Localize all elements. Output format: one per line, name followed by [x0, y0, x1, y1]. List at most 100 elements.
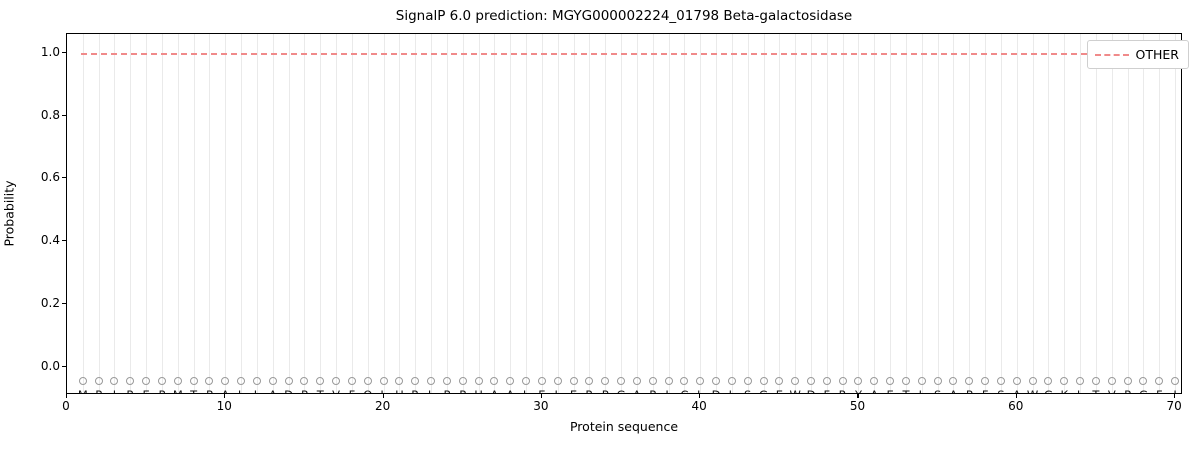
gridline [858, 34, 860, 393]
residue-letter: L [376, 388, 392, 393]
y-tick-label: 0.2 [40, 295, 60, 310]
residue-marker [854, 376, 863, 385]
x-tick [540, 394, 542, 398]
residue-marker [648, 376, 657, 385]
gridline [826, 34, 828, 393]
residue-marker [901, 376, 910, 385]
other-probability-line [81, 52, 1167, 55]
x-tick-label: 20 [374, 399, 391, 413]
residue-letter: D [803, 388, 819, 393]
residue-letter: S [993, 388, 1009, 393]
residue-marker [458, 376, 467, 385]
residue-marker [664, 376, 673, 385]
residue-marker [1028, 376, 1037, 385]
gridline [462, 34, 464, 393]
x-tick-label: 40 [691, 399, 707, 413]
gridline [1159, 34, 1161, 393]
gridline [1111, 34, 1113, 393]
residue-letter: L [661, 388, 677, 393]
residue-marker [553, 376, 562, 385]
gridline [526, 34, 528, 393]
residue-letter: A [217, 388, 233, 393]
residue-marker [712, 376, 721, 385]
residue-letter: T [898, 388, 914, 393]
residue-letter: L [550, 388, 566, 393]
residue-letter: Q [360, 388, 376, 393]
residue-marker [442, 376, 451, 385]
x-tick [857, 394, 859, 398]
gridline [811, 34, 812, 393]
gridline [1000, 34, 1002, 393]
residue-letter: L [233, 388, 249, 393]
gridline [241, 34, 243, 393]
residue-letter: G [756, 388, 772, 393]
legend[interactable]: OTHER [1086, 40, 1189, 69]
residue-letter: A [945, 388, 961, 393]
residue-marker [680, 376, 689, 385]
y-tick [62, 302, 66, 305]
residue-letter: G [1040, 388, 1056, 393]
x-tick [1174, 394, 1176, 398]
x-tick [224, 394, 226, 398]
residue-marker [522, 376, 531, 385]
residue-marker [870, 376, 879, 385]
residue-marker [126, 376, 135, 385]
residue-marker [300, 376, 309, 385]
gridline [1064, 34, 1066, 393]
residue-marker [427, 376, 436, 385]
residue-letter: E [566, 388, 582, 393]
residue-marker [157, 376, 166, 385]
residue-marker [490, 376, 499, 385]
residue-marker [189, 376, 198, 385]
gridline [589, 34, 591, 393]
residue-marker [965, 376, 974, 385]
residue-marker [775, 376, 784, 385]
residue-letter: T [312, 388, 328, 393]
gridline [541, 34, 543, 393]
residue-marker [78, 376, 87, 385]
gridline [478, 34, 480, 393]
residue-letter: A [629, 388, 645, 393]
residue-marker [1155, 376, 1164, 385]
y-tick [62, 114, 66, 116]
x-tick [699, 394, 701, 398]
residue-letter: F [977, 388, 993, 393]
residue-letter: M [75, 388, 91, 393]
gridline [1095, 34, 1097, 393]
gridline [1016, 34, 1018, 393]
gridline [747, 34, 749, 393]
gridline [130, 34, 132, 393]
residue-marker [1139, 376, 1148, 385]
gridline [1143, 34, 1145, 393]
x-tick-label: 30 [533, 399, 549, 413]
y-axis-label-text: Probability [1, 180, 17, 247]
residue-letter: I [1167, 388, 1181, 393]
gridline [320, 34, 322, 393]
gridline [288, 34, 290, 393]
gridline [874, 34, 876, 393]
y-tick [62, 177, 66, 179]
residue-letter: A [1009, 388, 1025, 393]
residue-marker [94, 376, 103, 385]
residue-marker [173, 376, 182, 385]
residue-letter: M [170, 388, 186, 393]
gridline [494, 34, 496, 393]
residue-letter: E [882, 388, 898, 393]
residue-letter: Y [850, 388, 866, 393]
residue-marker [537, 376, 546, 385]
residue-marker [917, 376, 926, 385]
residue-letter: E [138, 388, 154, 393]
residue-letter: W [1025, 388, 1041, 393]
x-tick-label: 60 [1008, 399, 1024, 413]
gridline [193, 34, 195, 393]
gridline [573, 34, 575, 393]
residue-marker [1107, 376, 1116, 385]
gridline [336, 34, 338, 393]
residue-letter: P [597, 388, 613, 393]
residue-marker [474, 376, 483, 385]
residue-letter: D [281, 388, 297, 393]
residue-letter: F [1151, 388, 1167, 393]
legend-swatch-other [1094, 53, 1129, 56]
residue-letter: L [724, 388, 740, 393]
